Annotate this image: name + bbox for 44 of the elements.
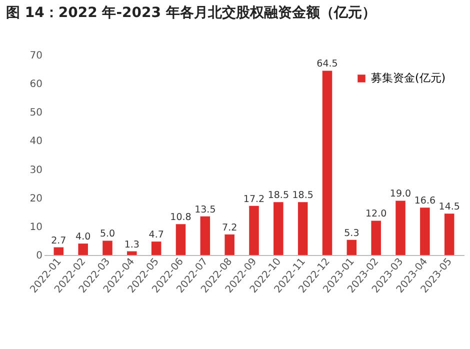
bar [298,202,308,255]
data-label: 2.7 [51,235,66,246]
bar [274,202,284,255]
y-tick-label: 40 [30,136,42,148]
bar [444,214,454,255]
bar [420,208,430,255]
bar [127,251,137,255]
data-label: 12.0 [366,208,387,220]
y-tick-label: 50 [30,108,42,119]
chart-title: 图 14：2022 年-2023 年各月北交股权融资金额（亿元） [6,4,376,21]
data-label: 5.3 [344,228,360,239]
y-tick-label: 0 [36,250,42,262]
bar [200,216,210,255]
data-label: 17.2 [243,194,265,205]
data-label: 14.5 [438,202,460,213]
data-label: 19.0 [390,188,412,200]
data-label: 13.5 [194,204,216,216]
data-label: 5.0 [100,228,116,240]
data-label: 18.5 [292,190,314,202]
data-label: 1.3 [124,239,140,250]
bar [249,206,259,255]
y-tick-label: 70 [30,50,42,62]
bar [102,240,112,255]
y-tick-label: 10 [30,222,42,233]
y-tick-label: 30 [30,164,42,176]
bar [151,242,162,255]
bar [396,200,406,255]
data-label: 18.5 [268,190,289,202]
bar [78,244,88,255]
y-tick-label: 20 [30,193,42,204]
bar [322,70,332,255]
data-label: 10.8 [170,212,192,224]
bar [176,224,186,255]
bar [54,247,64,255]
data-label: 7.2 [222,222,238,234]
bar [224,234,234,255]
legend-label: 募集资金(亿元) [371,72,446,84]
bar [371,220,381,255]
data-label: 4.7 [148,230,164,241]
bar [346,240,357,255]
data-label: 16.6 [414,196,436,207]
data-label: 64.5 [316,58,338,70]
data-label: 4.0 [76,232,91,243]
y-tick-label: 60 [30,79,42,90]
